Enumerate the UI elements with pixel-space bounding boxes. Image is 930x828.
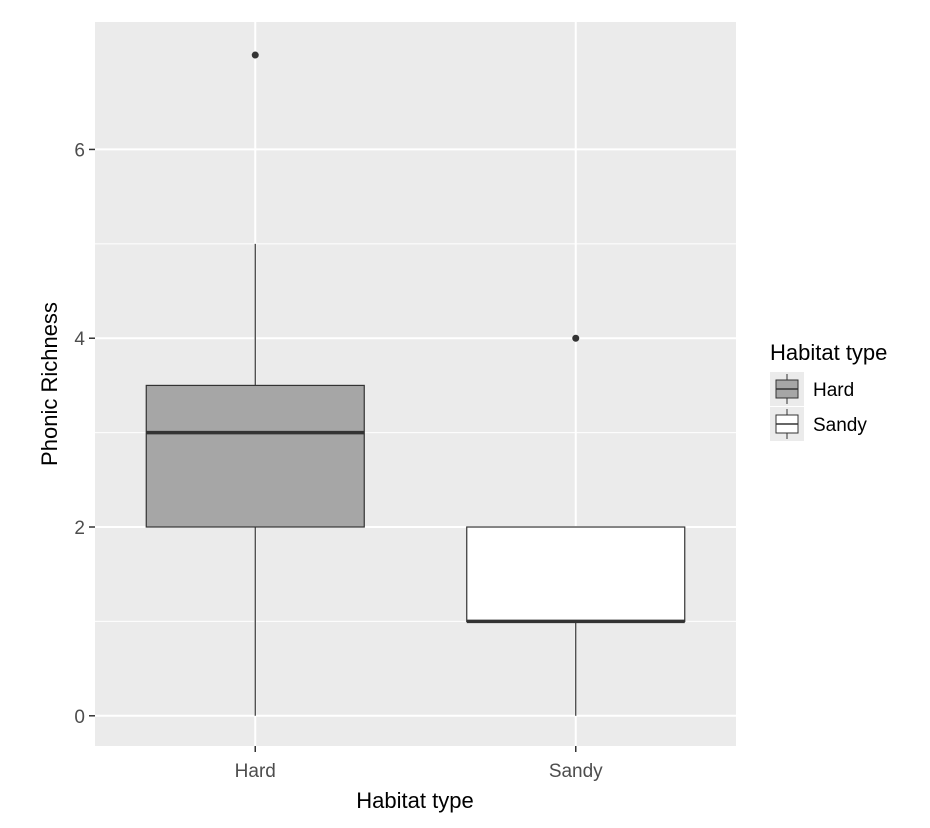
- box-body: [466, 526, 686, 623]
- legend-label: Sandy: [813, 415, 867, 436]
- legend-entry-hard: Hard: [770, 372, 854, 406]
- x-tick-label: Hard: [235, 761, 276, 782]
- y-axis-ticks: 0 2 4 6: [74, 140, 95, 728]
- outlier-point: [572, 334, 580, 342]
- x-tick-label: Sandy: [549, 761, 603, 782]
- legend-label: Hard: [813, 380, 854, 401]
- y-tick-label: 2: [74, 518, 85, 539]
- legend: Habitat type Hard Sandy: [770, 340, 887, 441]
- legend-entry-sandy: Sandy: [770, 407, 867, 441]
- x-axis-ticks: Hard Sandy: [235, 746, 603, 782]
- legend-entries: Hard Sandy: [770, 372, 867, 441]
- box-sandy: [466, 334, 686, 716]
- box-body: [145, 384, 365, 528]
- y-axis-title: Phonic Richness: [37, 302, 62, 466]
- y-tick-label: 0: [74, 707, 85, 728]
- legend-title: Habitat type: [770, 340, 887, 365]
- y-tick-label: 4: [74, 329, 85, 350]
- x-axis-title: Habitat type: [356, 788, 473, 813]
- box-hard: [145, 51, 365, 716]
- plot-panel: [95, 22, 736, 746]
- outlier-point: [251, 51, 259, 59]
- boxes-layer: [145, 51, 686, 716]
- y-tick-label: 6: [74, 140, 85, 161]
